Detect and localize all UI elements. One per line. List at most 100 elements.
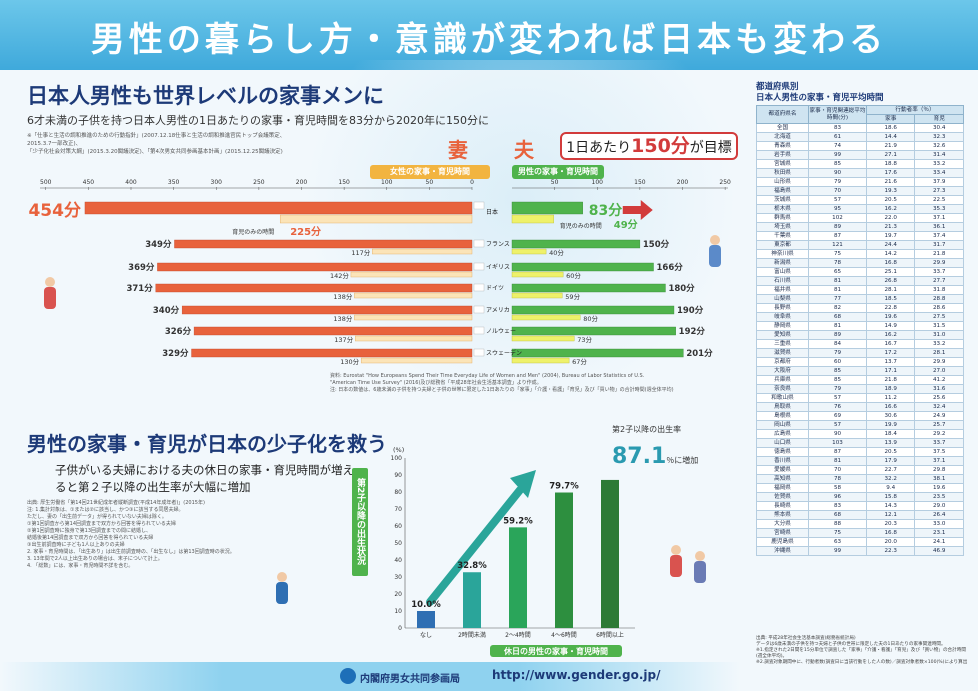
table-cell: 28.8: [914, 294, 964, 304]
section1-notes: ※「仕事と生活の調和推進のための行動指針」(2007.12.18仕事と生活の調和…: [27, 132, 307, 156]
table-cell: 17.9: [865, 456, 916, 466]
flag-icon: [473, 239, 485, 248]
husband-total-bar: [511, 262, 654, 272]
wife-total-bar: [193, 326, 473, 336]
table-row: 高知県 78 32.2 38.1: [756, 474, 964, 484]
table-cell: 岩手県: [756, 150, 809, 160]
footer-url[interactable]: http://www.gender.go.jp/: [492, 668, 661, 682]
wife-childcare-bar: [354, 292, 473, 299]
childcare-caption: 育児のみの時間: [560, 222, 602, 230]
table-cell: 27.5: [914, 312, 964, 322]
country-label: 日本: [486, 208, 498, 216]
husband-childcare-label: 80分: [583, 314, 598, 323]
table-cell: 17.2: [865, 348, 916, 358]
shopping-man-figure-icon-head: [277, 572, 287, 582]
table-cell: 広島県: [756, 429, 809, 439]
table-cell: 20.0: [865, 537, 916, 547]
table-row: 長野県 82 22.8 28.6: [756, 303, 964, 313]
wife-total-bar: [84, 201, 473, 215]
table-cell: 岡山県: [756, 420, 809, 430]
table-cell: 20.5: [865, 447, 916, 457]
husband-childcare-label: 67分: [572, 357, 587, 366]
wife-total-label: 349分: [145, 239, 172, 250]
note-line: データは6歳未満の子供を持つ夫婦と子供の世帯に限定した夫の1日あたりの家事関連時…: [756, 642, 946, 647]
table-cell: 愛知県: [756, 330, 809, 340]
table-cell: 21.8: [865, 375, 916, 385]
wife-label: 妻: [448, 138, 468, 162]
axis-tick-label: 450: [83, 179, 95, 186]
table-cell: 16.8: [865, 528, 916, 538]
footer: 内閣府男女共同参画局 http://www.gender.go.jp/: [0, 662, 740, 691]
table-cell: 82: [808, 303, 867, 313]
y-axis-unit: (%): [393, 446, 404, 454]
table-row: 全国 83 18.6 30.4: [756, 123, 964, 133]
table-cell: 青森県: [756, 141, 809, 151]
table-cell: 11.2: [865, 393, 916, 403]
table-cell: 74: [808, 141, 867, 151]
wife-total-bar: [157, 262, 473, 272]
table-cell: 14.2: [865, 249, 916, 259]
husband-total-label: 190分: [677, 305, 704, 316]
table-cell: 17.1: [865, 366, 916, 376]
husband-childcare-bar: [511, 292, 563, 299]
wife-total-label: 340分: [153, 305, 180, 316]
table-cell: 89: [808, 330, 867, 340]
table-row: 福井県 81 28.1 31.8: [756, 285, 964, 295]
birth-status-label: 第2子以降の出生状況: [352, 468, 368, 576]
axis-tick-label: 100: [592, 179, 604, 186]
table-cell: 秋田県: [756, 168, 809, 178]
table-cell: 75: [808, 528, 867, 538]
table-cell: 14.3: [865, 501, 916, 511]
wife-childcare-label: 137分: [334, 335, 353, 344]
section2-subtitle: 子供がいる夫婦における夫の休日の家事・育児時間が増えると第２子以降の出生率が大幅…: [55, 463, 354, 494]
table-row: 宮崎県 75 16.8 23.1: [756, 528, 964, 538]
table-row: 鳥取県 76 16.6 32.4: [756, 402, 964, 412]
table-row: 宮城県 85 18.8 33.2: [756, 159, 964, 169]
table-row: 東京都 121 24.4 31.7: [756, 240, 964, 250]
trend-arrow-shaft: [426, 486, 524, 606]
husband-total-label: 150分: [643, 239, 670, 250]
trend-arrow-icon: [510, 470, 536, 498]
country-label: フランス: [486, 241, 510, 248]
table-cell: 29.9: [914, 357, 964, 367]
husband-total-bar: [511, 305, 675, 315]
husband-total-bar: [511, 239, 641, 249]
table-cell: 85: [808, 375, 867, 385]
note-line: ②第1回調査時に独身で第13回調査までの間に結婚し、: [27, 528, 152, 534]
table-row: 佐賀県 96 15.8 23.5: [756, 492, 964, 502]
target-value: 150分: [631, 135, 690, 157]
y-tick-label: 40: [394, 557, 402, 564]
chart1-source: 資料: Eurostat "How Europeans Spend Their …: [330, 373, 730, 394]
x-tick-label: 4～6時間: [551, 631, 577, 639]
table-cell: 27.3: [914, 186, 964, 196]
wife-childcare-bar: [355, 335, 473, 342]
country-label: スウェーデン: [486, 349, 522, 357]
table-cell: 31.7: [914, 240, 964, 250]
table-cell: 千葉県: [756, 231, 809, 241]
husband-childcare-bar: [511, 271, 564, 278]
table-cell: 新潟県: [756, 258, 809, 268]
table-cell: 85: [808, 159, 867, 169]
axis-tick-label: 200: [296, 179, 308, 186]
flag-icon: [473, 262, 485, 271]
table-row: 和歌山県 57 11.2 25.6: [756, 393, 964, 403]
table-cell: 27.7: [914, 276, 964, 286]
table-cell: 28.6: [914, 303, 964, 313]
axis-tick-label: 300: [211, 179, 223, 186]
table-cell: 岐阜県: [756, 312, 809, 322]
table-cell: 31.8: [914, 285, 964, 295]
table-row: 山口県 103 13.9 33.7: [756, 438, 964, 448]
husband-childcare-bar: [511, 248, 547, 255]
husband-childcare-label: 60分: [566, 271, 581, 280]
husband-childcare-bar: [511, 214, 554, 224]
y-tick-label: 10: [394, 608, 402, 615]
table-cell: 69: [808, 411, 867, 421]
table-cell: 20.5: [865, 195, 916, 205]
axis-tick-label: 0: [470, 179, 474, 186]
table-cell: 19.7: [865, 231, 916, 241]
table-cell: 27.1: [865, 150, 916, 160]
table-row: 岡山県 57 19.9 25.7: [756, 420, 964, 430]
husband-total-label: 166分: [657, 262, 684, 273]
table-cell: 75: [808, 249, 867, 259]
table-title-2: 日本人男性の家事・育児平均時間: [756, 93, 884, 103]
